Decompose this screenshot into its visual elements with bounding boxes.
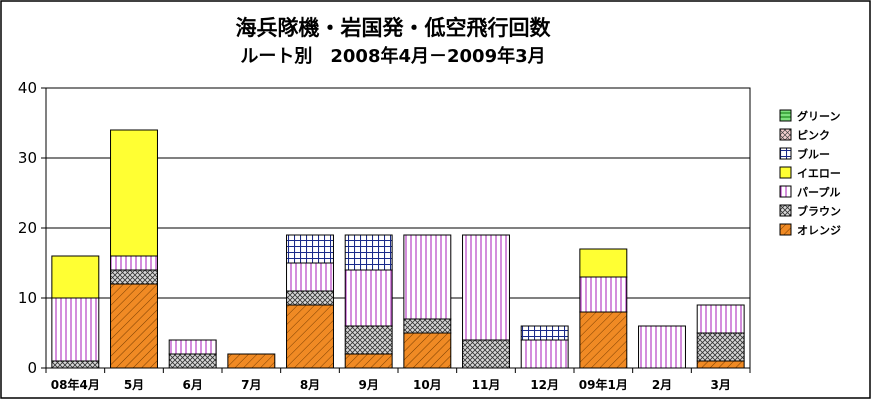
legend-label: オレンジ xyxy=(797,224,841,237)
bar-segment xyxy=(696,304,745,334)
x-tick-label: 11月 xyxy=(472,378,501,392)
bar-segment xyxy=(462,339,510,369)
bar-segment xyxy=(168,353,217,369)
bar-segment xyxy=(403,234,452,320)
legend-swatch xyxy=(779,147,792,160)
legend-swatch xyxy=(779,223,792,236)
bar-segment xyxy=(51,360,100,369)
bar-segment xyxy=(227,353,276,369)
y-tick-label: 20 xyxy=(18,219,37,237)
bar-segment xyxy=(638,325,686,369)
bar-segment xyxy=(286,234,334,264)
x-tick-label: 08年4月 xyxy=(51,377,100,392)
bar-segment xyxy=(696,332,745,362)
legend-label: ブルー xyxy=(797,147,830,161)
legend-swatch xyxy=(779,185,792,198)
bar-segment xyxy=(110,283,158,369)
bar-segment xyxy=(110,269,158,285)
bar-segment xyxy=(51,297,100,362)
bar-segment xyxy=(520,325,569,341)
y-tick-label: 30 xyxy=(18,149,37,167)
bar-segment xyxy=(462,234,510,341)
bar-segment xyxy=(696,360,745,369)
y-tick-label: 10 xyxy=(18,289,37,307)
x-tick-label: 9月 xyxy=(358,378,378,392)
gridlines xyxy=(46,157,750,299)
bar-segment xyxy=(344,269,393,327)
bar-segment xyxy=(403,332,452,369)
legend-label: ピンク xyxy=(797,129,830,142)
x-tick-label: 12月 xyxy=(530,378,559,392)
y-tick-label: 0 xyxy=(27,359,37,377)
bar-segment xyxy=(403,318,452,334)
x-tick-label: 09年1月 xyxy=(579,377,628,392)
bar-segment xyxy=(51,255,100,299)
x-tick-label: 7月 xyxy=(241,378,261,392)
bar-segment xyxy=(579,311,628,369)
x-tick-label: 6月 xyxy=(182,378,202,392)
bar-segment xyxy=(344,234,393,271)
x-axis-ticks: 08年4月 5月 6月 7月 8月 9月 10月 11月 12月 09年1月 2月 3月 xyxy=(45,368,751,392)
bar-segment xyxy=(579,248,628,278)
bar-segment xyxy=(344,325,393,355)
x-tick-label: 5月 xyxy=(124,378,144,392)
x-tick-label: 3月 xyxy=(710,378,730,392)
y-axis-ticks: 0 10 20 30 40 xyxy=(18,79,46,377)
x-tick-label: 10月 xyxy=(413,378,442,392)
bar-segment xyxy=(286,304,334,369)
legend-swatch xyxy=(779,204,792,217)
bar-segment xyxy=(110,255,158,271)
bar-segment xyxy=(579,276,628,313)
legend-label: パープル xyxy=(797,185,840,199)
legend-label: ブラウン xyxy=(797,204,841,218)
legend-swatch xyxy=(779,166,792,179)
x-tick-label: 8月 xyxy=(300,378,320,392)
y-tick-label: 40 xyxy=(18,79,37,97)
bar-segment xyxy=(286,262,334,292)
bar-segment xyxy=(168,339,217,355)
chart-subtitle: ルート別 2008年4月－2009年3月 xyxy=(240,45,545,67)
legend-label: イエロー xyxy=(797,167,841,180)
legend-swatch xyxy=(779,128,792,141)
chart-title: 海兵隊機・岩国発・低空飛行回数 xyxy=(236,16,552,40)
x-tick-label: 2月 xyxy=(652,378,672,392)
bar-segment xyxy=(344,353,393,369)
bars xyxy=(51,129,745,369)
legend-label: グリーン xyxy=(797,109,840,123)
bar-segment xyxy=(286,290,334,306)
legend-swatch xyxy=(779,109,792,122)
bar-segment xyxy=(110,129,158,257)
bar-segment xyxy=(520,339,569,369)
